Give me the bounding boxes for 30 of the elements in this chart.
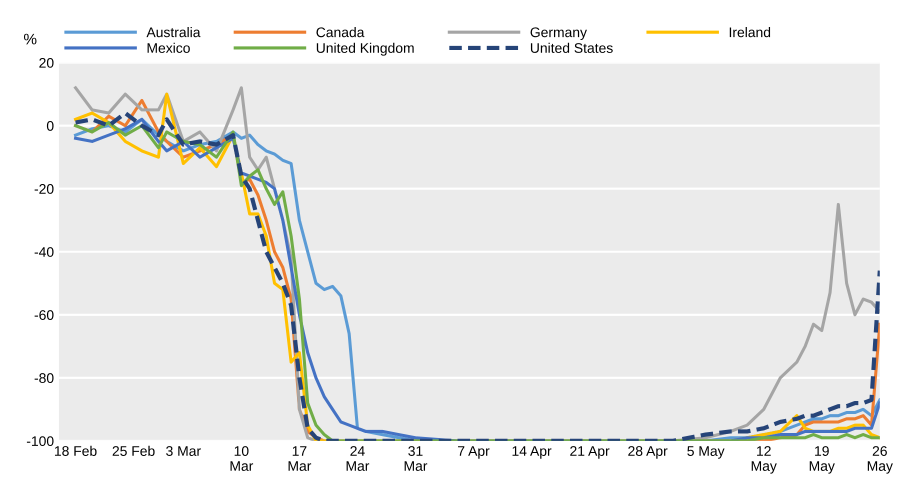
x-tick-label: 5 May xyxy=(687,446,725,459)
x-tick-label: 26 May xyxy=(868,446,893,474)
y-axis-title: % xyxy=(24,34,36,44)
y-tick-label: 20 xyxy=(39,58,54,68)
x-tick-label: 18 Feb xyxy=(54,446,97,456)
x-tick-label: 21 Apr xyxy=(570,446,610,459)
y-tick-label: -20 xyxy=(34,184,54,194)
x-tick-label: 19 May xyxy=(810,446,835,474)
legend-label: Canada xyxy=(316,27,364,38)
y-tick-label: -80 xyxy=(34,373,54,384)
x-tick-label: 10 Mar xyxy=(230,446,254,471)
legend-label: Australia xyxy=(146,27,200,38)
legend-label: Ireland xyxy=(730,27,770,38)
x-tick-label: 25 Feb xyxy=(112,446,155,456)
x-tick-label: 3 Mar xyxy=(166,446,201,456)
legend-label: United Kingdom xyxy=(316,42,414,56)
x-tick-label: 12 May xyxy=(752,446,777,474)
x-tick-label: 14 Apr xyxy=(512,446,552,459)
y-tick-label: -40 xyxy=(34,247,54,257)
legend-label: Germany xyxy=(530,27,587,40)
legend-label: United States xyxy=(530,42,613,53)
legend-label: Mexico xyxy=(148,42,190,53)
x-tick-label: 17 Mar xyxy=(288,446,312,471)
x-tick-label: 7 Apr xyxy=(458,446,490,459)
x-tick-label: 31 Mar xyxy=(404,446,428,471)
x-tick-label: 28 Apr xyxy=(628,446,668,459)
x-tick-label: 24 Mar xyxy=(346,446,370,471)
y-tick-label: -100 xyxy=(26,436,54,446)
y-tick-label: 0 xyxy=(46,121,54,131)
y-tick-label: -60 xyxy=(34,310,54,320)
